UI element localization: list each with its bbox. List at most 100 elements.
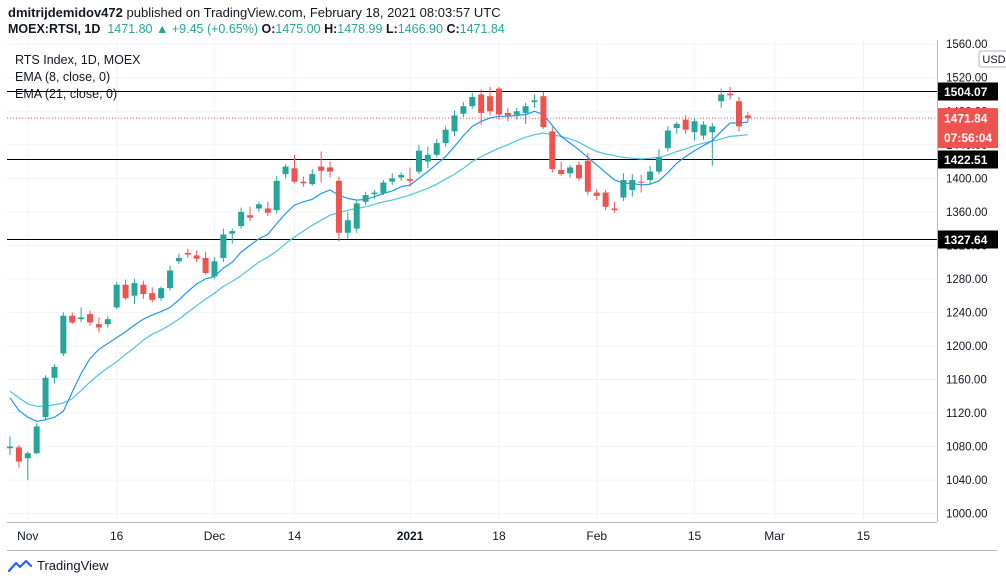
x-tick-label: Nov: [17, 529, 38, 543]
candle-body: [727, 93, 734, 96]
candle-body: [673, 123, 680, 129]
candle-body: [113, 284, 120, 308]
x-tick-label: 18: [492, 529, 506, 543]
candle-up: [60, 312, 67, 357]
last-price-label: 1471.84: [944, 112, 988, 126]
candle-body: [513, 111, 520, 115]
candle-down: [487, 86, 494, 116]
candle-up: [238, 207, 245, 229]
candle-down: [602, 190, 609, 211]
candle-down: [584, 153, 591, 196]
candle-body: [433, 143, 440, 155]
high-label: H:: [324, 22, 338, 36]
candle-body: [158, 288, 165, 299]
candle-body: [735, 101, 742, 127]
candle-down: [549, 127, 556, 173]
candle-body: [309, 174, 316, 185]
candle-body: [122, 284, 129, 299]
candle-body: [60, 315, 67, 354]
candle-body: [149, 293, 156, 300]
low-value: 1466.90: [397, 22, 443, 36]
candle-up: [415, 144, 422, 175]
candle-up: [371, 190, 378, 199]
brand-label[interactable]: TradingView: [37, 558, 109, 573]
candle-down: [495, 86, 502, 120]
candle-body: [744, 115, 751, 119]
candle-body: [718, 94, 725, 102]
last-price-box: [938, 108, 998, 149]
candle-body: [175, 257, 182, 262]
candle-down: [149, 287, 156, 303]
candle-up: [451, 110, 458, 137]
level-label-box: [938, 82, 998, 101]
candle-body: [220, 234, 227, 258]
candle-body: [407, 179, 414, 181]
candle-up: [700, 121, 707, 140]
candle-body: [140, 284, 147, 294]
candle-body: [318, 166, 325, 171]
candle-body: [487, 96, 494, 112]
candle-down: [291, 154, 298, 184]
candle-up: [131, 278, 138, 305]
y-tick-label: 1080.00: [946, 442, 988, 454]
legend-ema-21[interactable]: EMA (21, close, 0): [15, 87, 118, 101]
price-labels: 1504.07 1422.51 1327.64 1471.84 07:56:04: [938, 82, 998, 249]
candle-up: [442, 126, 449, 147]
candle-up: [51, 364, 58, 384]
close-value: 1471.84: [459, 22, 505, 36]
candle-body: [504, 112, 511, 116]
candle-up: [273, 175, 280, 214]
published-text: published on TradingView.com, February 1…: [126, 5, 501, 20]
candle-body: [602, 192, 609, 207]
candle-up: [33, 423, 40, 455]
x-tick-label: 16: [110, 529, 124, 543]
candle-body: [229, 231, 236, 234]
x-tick-label: Mar: [764, 529, 785, 543]
candle-down: [184, 248, 191, 258]
candle-down: [202, 252, 209, 275]
x-tick-label: Feb: [586, 529, 607, 543]
author-name[interactable]: dmitrijdemidov472: [8, 5, 123, 20]
y-tick-label: 1120.00: [946, 408, 987, 420]
candle-body: [291, 168, 298, 182]
legend-ema-8[interactable]: EMA (8, close, 0): [15, 70, 111, 84]
candle-body: [442, 129, 449, 144]
candle-body: [238, 211, 245, 227]
symbol-label: MOEX:RTSI, 1D: [8, 22, 101, 36]
candle-down: [95, 317, 102, 333]
ema-8-line: [9, 110, 748, 423]
candle-up: [78, 307, 85, 323]
candle-up: [7, 436, 13, 455]
footer: TradingView: [8, 558, 109, 573]
candle-down: [69, 312, 76, 325]
high-value: 1478.99: [337, 22, 383, 36]
candle-body: [273, 180, 280, 211]
candle-down: [575, 161, 582, 181]
level-label: 1504.07: [944, 85, 988, 99]
candle-body: [371, 192, 378, 195]
candle-body: [691, 121, 698, 133]
candle-up: [380, 179, 387, 196]
legend-title[interactable]: RTS Index, 1D, MOEX: [15, 53, 141, 67]
candle-up: [309, 169, 316, 186]
candle-body: [255, 204, 262, 209]
candle-down: [318, 151, 325, 183]
candle-down: [122, 279, 129, 300]
candle-body: [24, 453, 31, 459]
candle-down: [735, 97, 742, 132]
level-label: 1327.64: [944, 233, 988, 247]
candle-body: [558, 169, 565, 175]
tradingview-logo-icon[interactable]: [8, 559, 32, 573]
candle-body: [424, 154, 431, 162]
candle-body: [184, 252, 191, 255]
y-tick-label: 1240.00: [946, 307, 988, 319]
candle-up: [460, 102, 467, 118]
y-tick-label: 1200.00: [946, 341, 988, 353]
candle-body: [33, 426, 40, 454]
candle-down: [744, 112, 751, 123]
x-tick-label: 15: [857, 529, 871, 543]
candle-body: [87, 314, 94, 323]
candle-down: [504, 107, 511, 122]
candle-up: [229, 228, 236, 244]
